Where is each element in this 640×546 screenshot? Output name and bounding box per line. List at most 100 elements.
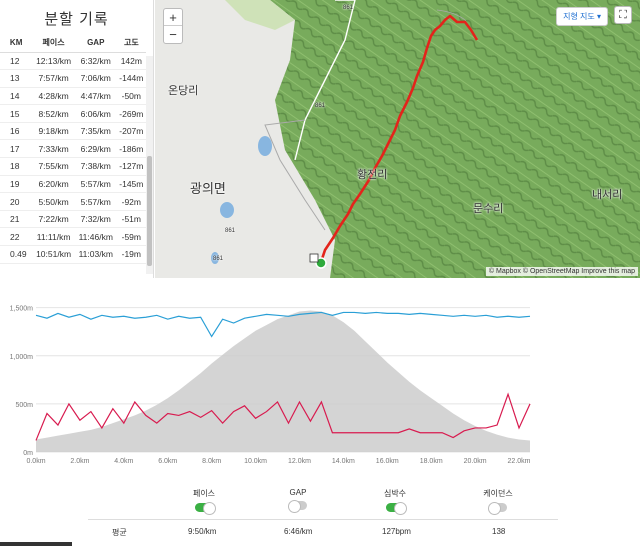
fullscreen-icon[interactable]: ⛶	[614, 6, 632, 24]
split-row[interactable]: 13 7:57/km 7:06/km -144m	[0, 69, 146, 88]
start-marker[interactable]	[315, 257, 327, 269]
split-km: 13	[0, 69, 33, 88]
toggle-switch[interactable]	[488, 502, 507, 515]
split-row[interactable]: 0.49 10:51/km 11:03/km -19m	[0, 245, 146, 264]
split-elev: -269m	[116, 104, 146, 123]
toggle-label: 페이스	[192, 489, 216, 498]
split-pace: 6:20/km	[32, 175, 75, 194]
place-label: 내서리	[592, 189, 623, 201]
split-elev: -145m	[116, 175, 146, 194]
split-elev: -92m	[116, 192, 146, 211]
place-label: 온당리	[168, 85, 199, 97]
toggle-switch[interactable]	[288, 500, 307, 513]
map-style-dropdown[interactable]: 지형 지도 ▾	[556, 7, 608, 26]
toggle-gap[interactable]: GAP	[258, 488, 338, 513]
split-km: 15	[0, 104, 33, 123]
road-label: 861	[225, 228, 236, 234]
zoom-out-button[interactable]: −	[169, 27, 177, 42]
split-row[interactable]: 14 4:28/km 4:47/km -50m	[0, 87, 146, 106]
avg-pace: 9:50/km	[188, 527, 217, 536]
split-km: 21	[0, 210, 33, 229]
bottom-bar	[0, 542, 72, 546]
place-label: 황전리	[357, 169, 388, 181]
place-label: 광의면	[190, 181, 226, 196]
split-elev: -50m	[116, 87, 146, 106]
toggle-pace[interactable]: 페이스	[164, 488, 244, 515]
split-km: 18	[0, 157, 33, 176]
road-label: 861	[315, 103, 326, 109]
col-header-km[interactable]: KM	[0, 34, 33, 53]
split-pace: 11:11/km	[32, 227, 75, 247]
splits-title: 분할 기록	[44, 11, 109, 28]
series-elevation-area	[36, 310, 530, 452]
map-attribution[interactable]: © Mapbox © OpenStreetMap Improve this ma…	[485, 267, 638, 276]
split-gap: 7:38/km	[74, 157, 117, 176]
averages-row: 평균 9:50/km 6:46/km 127bpm 138	[88, 519, 558, 541]
x-tick-label: 20.0km	[464, 458, 487, 465]
split-km: 0.49	[0, 245, 33, 264]
split-pace: 12:13/km	[32, 52, 75, 71]
scrollbar-thumb[interactable]	[147, 156, 152, 266]
split-gap: 6:29/km	[74, 139, 117, 159]
y-tick-label: 0m	[23, 450, 33, 457]
split-gap: 5:57/km	[74, 192, 117, 211]
toggle-label: GAP	[289, 488, 307, 497]
route-line[interactable]	[319, 14, 479, 263]
split-pace: 7:57/km	[32, 69, 75, 88]
series-pace-line	[35, 392, 531, 441]
col-header-gap[interactable]: GAP	[74, 34, 117, 53]
y-tick-label: 500m	[15, 402, 33, 409]
col-header-pace[interactable]: 페이스	[32, 34, 75, 53]
place-label: 문수리	[473, 203, 504, 215]
split-pace: 9:18/km	[32, 122, 75, 141]
splits-scrollbar[interactable]	[146, 56, 153, 274]
map-terrain	[155, 0, 640, 278]
split-pace: 5:50/km	[32, 192, 75, 211]
split-row[interactable]: 22 11:11/km 11:46/km -59m	[0, 227, 146, 247]
split-row[interactable]: 16 9:18/km 7:35/km -207m	[0, 122, 146, 141]
split-pace: 4:28/km	[32, 87, 75, 106]
split-row[interactable]: 12 12:13/km 6:32/km 142m	[0, 52, 146, 71]
split-pace: 7:22/km	[32, 210, 75, 229]
road-label: 861	[343, 5, 354, 11]
x-tick-label: 8.0km	[202, 458, 221, 465]
split-row[interactable]: 19 6:20/km 5:57/km -145m	[0, 175, 146, 194]
toggle-switch[interactable]	[386, 502, 407, 515]
splits-table: KM 페이스 GAP 고도 12 12:13/km 6:32/km 142m 13 7:5…	[0, 34, 146, 264]
x-tick-label: 22.0km	[508, 458, 531, 465]
split-elev: 142m	[116, 52, 146, 71]
split-row[interactable]: 21 7:22/km 7:32/km -51m	[0, 210, 146, 229]
avg-label: 평균	[112, 528, 127, 537]
split-row[interactable]: 17 7:33/km 6:29/km -186m	[0, 139, 146, 159]
split-gap: 7:06/km	[74, 69, 117, 88]
col-header-elev[interactable]: 고도	[116, 34, 146, 53]
split-gap: 6:06/km	[74, 104, 117, 123]
split-pace: 8:52/km	[32, 104, 75, 123]
split-km: 12	[0, 52, 33, 71]
toggle-label: 심박수	[383, 489, 407, 498]
split-row[interactable]: 18 7:55/km 7:38/km -127m	[0, 157, 146, 176]
splits-panel: 분할 기록 KM 페이스 GAP 고도 12 12:13/km 6:32/km 142…	[0, 0, 154, 278]
split-elev: -19m	[116, 245, 146, 264]
finish-flag-icon[interactable]	[309, 253, 319, 263]
x-tick-label: 0.0km	[26, 458, 45, 465]
split-km: 17	[0, 139, 33, 159]
toggle-cadence[interactable]: 케이던스	[458, 488, 538, 515]
x-tick-label: 6.0km	[158, 458, 177, 465]
x-tick-label: 4.0km	[114, 458, 133, 465]
activity-chart[interactable]: 0m 500m 1,000m 1,500m 0.0km 2.0km 4.0km 6.0km 8.…	[0, 288, 640, 468]
avg-cadence: 138	[492, 527, 506, 536]
split-km: 20	[0, 192, 33, 211]
split-pace: 10:51/km	[32, 245, 75, 264]
split-gap: 11:03/km	[74, 245, 117, 264]
toggle-heart-rate[interactable]: 심박수	[355, 488, 435, 515]
toggle-switch[interactable]	[195, 502, 216, 515]
split-row[interactable]: 20 5:50/km 5:57/km -92m	[0, 192, 146, 211]
zoom-in-button[interactable]: +	[164, 9, 182, 26]
x-tick-label: 12.0km	[288, 458, 311, 465]
split-km: 16	[0, 122, 33, 141]
x-tick-label: 10.0km	[244, 458, 267, 465]
split-row[interactable]: 15 8:52/km 6:06/km -269m	[0, 104, 146, 123]
route-map[interactable]: 온당리 광의면 황전리 문수리 내서리 861 861 861 861 + − …	[155, 0, 640, 278]
avg-heart-rate: 127bpm	[382, 527, 411, 536]
